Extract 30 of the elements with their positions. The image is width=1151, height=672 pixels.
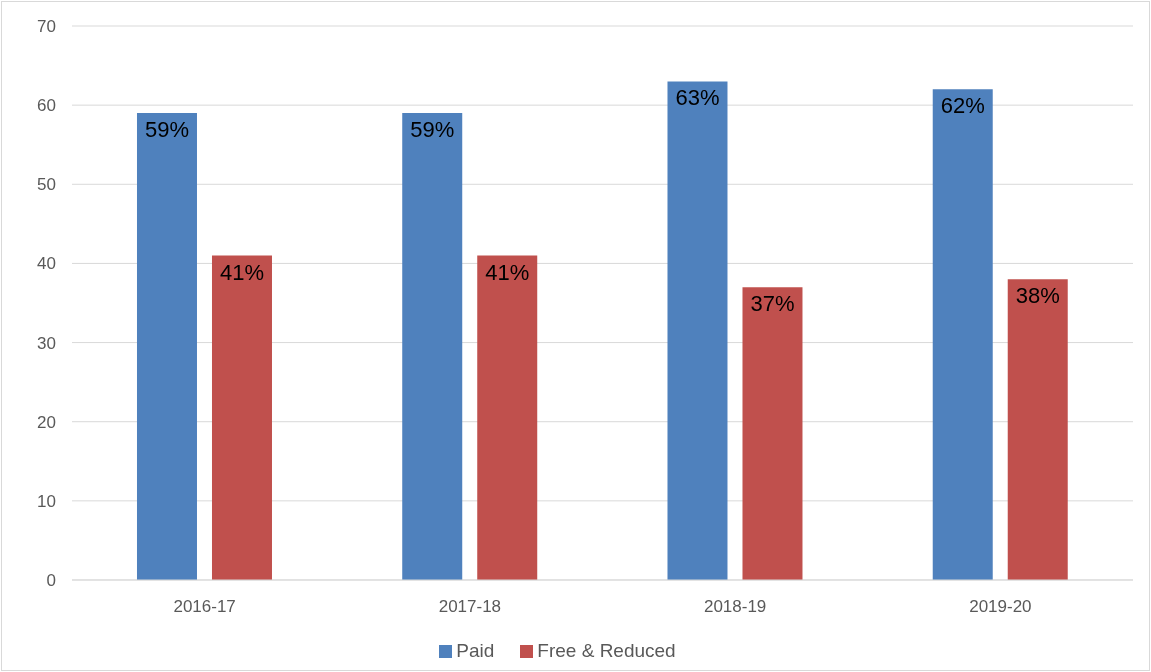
data-label: 63% — [675, 85, 720, 111]
data-label: 59% — [144, 117, 190, 143]
y-tick-label: 60 — [37, 96, 56, 116]
y-tick-label: 20 — [37, 412, 56, 432]
bar — [136, 113, 197, 580]
y-tick-label: 50 — [37, 175, 56, 195]
x-tick-label: 2017-18 — [438, 597, 502, 617]
data-label: 37% — [750, 291, 795, 317]
bar — [932, 89, 993, 580]
y-tick-label: 0 — [46, 571, 56, 591]
y-tick-label: 10 — [37, 491, 56, 511]
data-label: 41% — [219, 259, 265, 285]
x-tick-label: 2018-19 — [703, 597, 767, 617]
bar — [402, 113, 463, 580]
data-label: 38% — [1015, 283, 1060, 309]
bar — [1007, 279, 1068, 580]
bar — [742, 287, 803, 580]
data-label: 59% — [410, 117, 455, 143]
y-tick-label: 30 — [37, 333, 56, 353]
data-label: 62% — [940, 93, 985, 119]
bar — [477, 255, 538, 580]
y-tick-label: 70 — [37, 17, 56, 37]
legend-label: Paid — [456, 640, 495, 661]
bar — [667, 81, 728, 580]
y-tick-label: 40 — [37, 254, 56, 274]
bar — [211, 255, 272, 580]
legend-label: Free & Reduced — [537, 640, 676, 661]
data-label: 41% — [485, 259, 530, 285]
x-tick-label: 2019-20 — [969, 597, 1032, 617]
x-tick-label: 2016-17 — [173, 597, 236, 617]
